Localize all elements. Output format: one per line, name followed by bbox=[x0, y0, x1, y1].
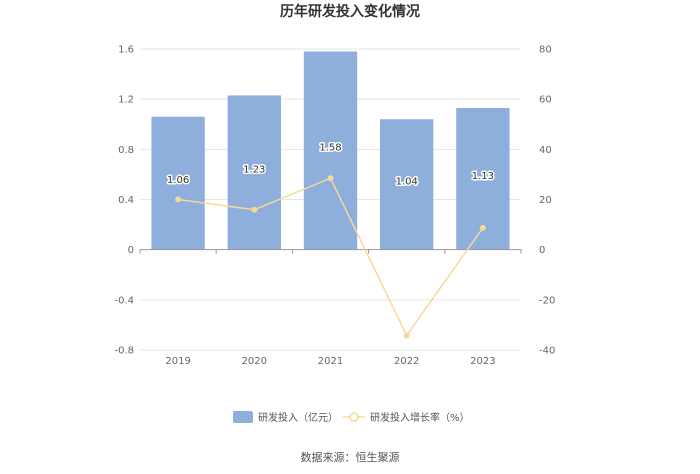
y-right-tick-label: -40 bbox=[539, 346, 555, 357]
growth-point bbox=[403, 332, 410, 339]
y-left-tick-label: 0.8 bbox=[118, 145, 134, 156]
bar-value-label: 1.04 bbox=[396, 176, 418, 187]
y-right-tick-label: 80 bbox=[539, 45, 552, 56]
legend: 研发投入（亿元） 研发投入增长率（%） bbox=[233, 411, 470, 424]
label-layer: 1.06 1.23 1.58 1.04 1.13 bbox=[165, 141, 495, 189]
y-left-tick-label: 0 bbox=[128, 245, 134, 256]
growth-point bbox=[251, 206, 258, 213]
x-tick-label: 2019 bbox=[165, 356, 190, 367]
bar bbox=[227, 95, 281, 250]
y-right-tick-label: 20 bbox=[539, 195, 552, 206]
bar-value-label: 1.58 bbox=[319, 143, 341, 154]
y-left-tick-label: 0.4 bbox=[118, 195, 134, 206]
y-right-tick-label: 40 bbox=[539, 145, 552, 156]
bar-value-label: 1.13 bbox=[472, 171, 494, 182]
bar bbox=[303, 51, 358, 250]
chart-title: 历年研发投入变化情况 bbox=[280, 3, 420, 20]
x-tick-label: 2021 bbox=[318, 356, 343, 367]
y-right-tick-label: 0 bbox=[539, 245, 545, 256]
x-tick-label: 2023 bbox=[470, 356, 495, 367]
y-left-tick-label: 1.6 bbox=[118, 45, 134, 56]
legend-bar-swatch bbox=[233, 411, 253, 423]
growth-point bbox=[175, 196, 182, 203]
legend-line-marker bbox=[349, 412, 359, 422]
y-left-tick-label: 1.2 bbox=[118, 95, 134, 106]
bar-value-label: 1.23 bbox=[243, 165, 265, 176]
bar-value-label: 1.06 bbox=[167, 175, 189, 186]
legend-bar-label: 研发投入（亿元） bbox=[258, 411, 338, 424]
y-right-tick-label: 60 bbox=[539, 95, 552, 106]
source-note: 数据来源：恒生聚源 bbox=[301, 450, 400, 464]
y-left-tick-label: -0.4 bbox=[114, 295, 134, 306]
bar bbox=[380, 119, 434, 250]
bar-layer bbox=[151, 51, 510, 250]
y-left-tick-label: -0.8 bbox=[114, 346, 134, 357]
line-layer bbox=[175, 175, 486, 339]
bar bbox=[151, 116, 205, 250]
legend-line-label: 研发投入增长率（%） bbox=[370, 411, 470, 424]
growth-point bbox=[479, 224, 486, 231]
growth-point bbox=[327, 175, 334, 182]
y-right-tick-label: -20 bbox=[539, 295, 555, 306]
axis-layer: 1.6 1.2 0.8 0.4 0 -0.4 -0.8 80 60 40 20 0 -20 -40 2019… bbox=[114, 45, 555, 368]
x-tick-label: 2020 bbox=[242, 356, 267, 367]
x-tick-label: 2022 bbox=[394, 356, 419, 367]
